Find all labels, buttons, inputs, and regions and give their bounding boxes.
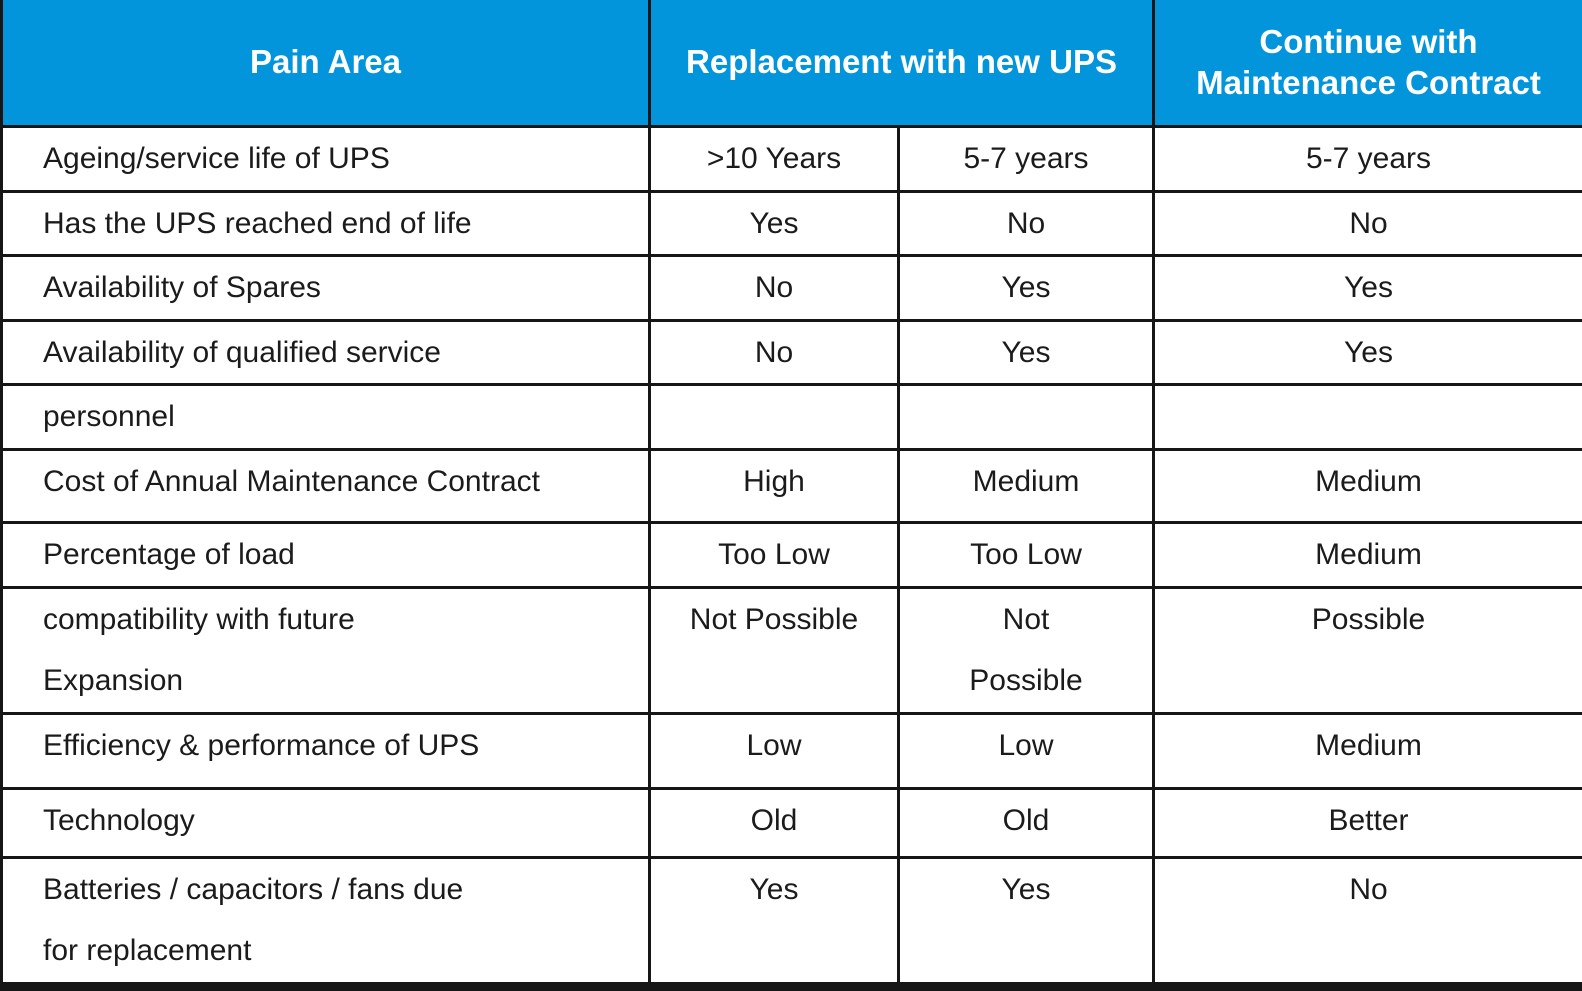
- value-cell: 5-7 years: [1154, 127, 1582, 192]
- pain-cell: Efficiency & performance of UPS: [2, 713, 650, 788]
- value-cell: Old: [899, 788, 1154, 857]
- value-cell: No: [1154, 191, 1582, 256]
- table-row: Availability of qualified service No Yes…: [2, 320, 1582, 385]
- value-cell: Yes: [899, 320, 1154, 385]
- pain-cell: Batteries / capacitors / fans due for re…: [2, 857, 650, 986]
- pain-cell: Cost of Annual Maintenance Contract: [2, 450, 650, 523]
- value-cell: Old: [650, 788, 899, 857]
- table-body: Ageing/service life of UPS >10 Years 5-7…: [2, 127, 1582, 987]
- table-row: Availability of Spares No Yes Yes: [2, 256, 1582, 321]
- header-replacement-with-new-ups: Replacement with new UPS: [650, 0, 1154, 127]
- value-cell: 5-7 years: [899, 127, 1154, 192]
- value-cell: Not Possible: [899, 587, 1154, 713]
- pain-cell: Has the UPS reached end of life: [2, 191, 650, 256]
- header-pain-area: Pain Area: [2, 0, 650, 127]
- pain-cell: Availability of Spares: [2, 256, 650, 321]
- pain-cell: Ageing/service life of UPS: [2, 127, 650, 192]
- value-cell: Too Low: [650, 523, 899, 588]
- value-cell: No: [650, 256, 899, 321]
- value-cell: No: [1154, 857, 1582, 986]
- value-cell: Better: [1154, 788, 1582, 857]
- value-cell: >10 Years: [650, 127, 899, 192]
- value-cell: Too Low: [899, 523, 1154, 588]
- value-cell: Yes: [1154, 320, 1582, 385]
- table-row: Cost of Annual Maintenance Contract High…: [2, 450, 1582, 523]
- value-cell: Yes: [899, 857, 1154, 986]
- value-cell: [650, 385, 899, 450]
- pain-cell: compatibility with future Expansion: [2, 587, 650, 713]
- header-continue-with-maintenance-contract: Continue with Maintenance Contract: [1154, 0, 1582, 127]
- value-cell: Yes: [899, 256, 1154, 321]
- pain-cell: Availability of qualified service: [2, 320, 650, 385]
- value-cell: Low: [650, 713, 899, 788]
- value-cell: No: [899, 191, 1154, 256]
- table-header: Pain Area Replacement with new UPS Conti…: [2, 0, 1582, 127]
- value-cell: High: [650, 450, 899, 523]
- value-cell: [1154, 385, 1582, 450]
- table-row: personnel: [2, 385, 1582, 450]
- pain-cell: Technology: [2, 788, 650, 857]
- value-cell: [899, 385, 1154, 450]
- value-cell: No: [650, 320, 899, 385]
- pain-cell: Percentage of load: [2, 523, 650, 588]
- value-cell: Possible: [1154, 587, 1582, 713]
- value-cell: Yes: [1154, 256, 1582, 321]
- value-cell: Medium: [899, 450, 1154, 523]
- table-row: Has the UPS reached end of life Yes No N…: [2, 191, 1582, 256]
- pain-cell: personnel: [2, 385, 650, 450]
- table-row: Ageing/service life of UPS >10 Years 5-7…: [2, 127, 1582, 192]
- value-cell: Medium: [1154, 450, 1582, 523]
- value-cell: Low: [899, 713, 1154, 788]
- header-row: Pain Area Replacement with new UPS Conti…: [2, 0, 1582, 127]
- value-cell: Yes: [650, 857, 899, 986]
- table-row: Efficiency & performance of UPS Low Low …: [2, 713, 1582, 788]
- table-row: Batteries / capacitors / fans due for re…: [2, 857, 1582, 986]
- table-row: Percentage of load Too Low Too Low Mediu…: [2, 523, 1582, 588]
- table-row: Technology Old Old Better: [2, 788, 1582, 857]
- value-cell: Not Possible: [650, 587, 899, 713]
- table-row: compatibility with future Expansion Not …: [2, 587, 1582, 713]
- value-cell: Medium: [1154, 713, 1582, 788]
- value-cell: Yes: [650, 191, 899, 256]
- value-cell: Medium: [1154, 523, 1582, 588]
